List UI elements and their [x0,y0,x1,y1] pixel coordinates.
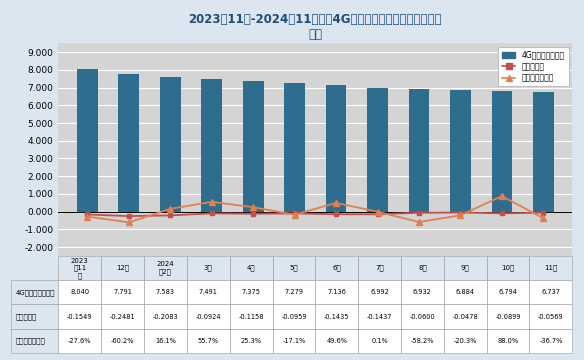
Bar [326,85,346,212]
Bar [409,89,429,212]
Bar [367,88,388,212]
Bar [160,77,180,212]
Bar [450,90,471,212]
Bar [77,69,98,212]
Bar [201,79,222,212]
Bar [119,73,139,212]
Bar [492,91,512,212]
Bar [284,82,305,212]
Bar [533,92,554,212]
Bar [243,81,263,212]
Title: 2023年11月-2024年11月我国4G移动电话用户变化（单位：亿
户）: 2023年11月-2024年11月我国4G移动电话用户变化（单位：亿 户） [189,13,442,41]
Legend: 4G移动电话用户数, 新增用户数, 新增用户数环比: 4G移动电话用户数, 新增用户数, 新增用户数环比 [498,47,568,86]
